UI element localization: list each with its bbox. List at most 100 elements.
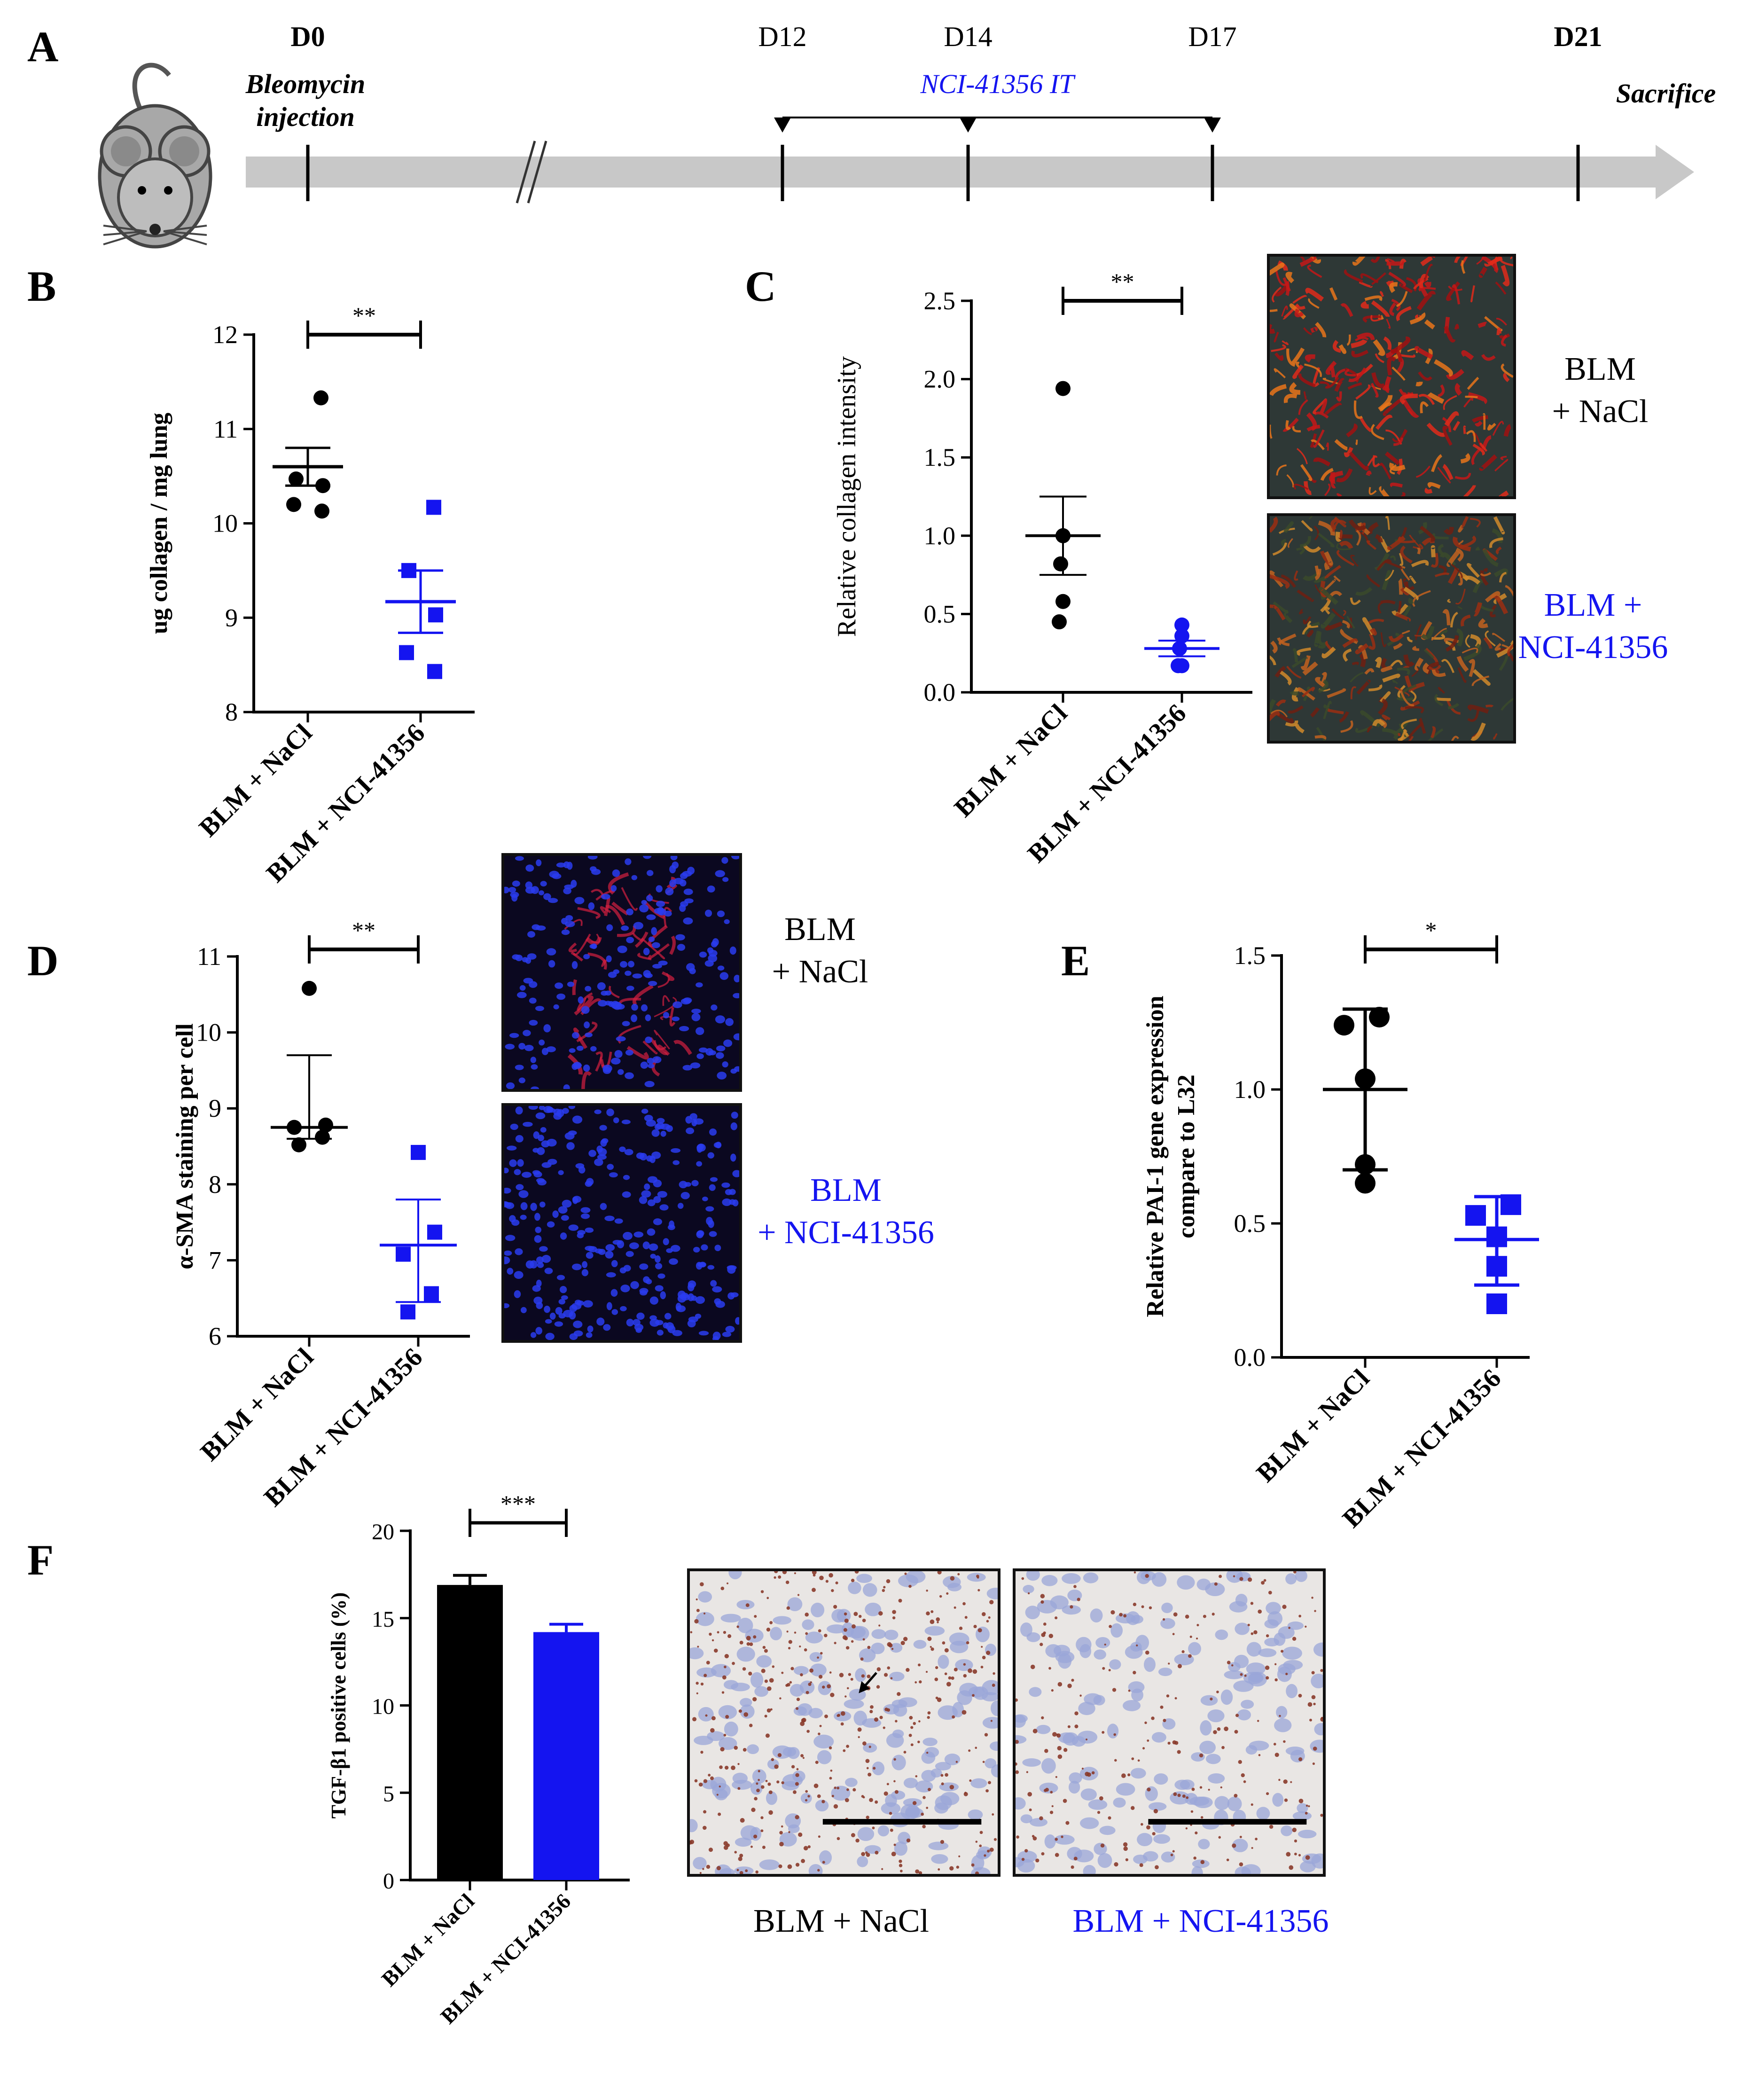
texture-mark <box>1313 1642 1323 1657</box>
texture-mark <box>1270 570 1284 588</box>
texture-mark <box>714 1245 721 1252</box>
texture-mark <box>1457 606 1462 610</box>
texture-mark <box>1102 1731 1105 1734</box>
texture-mark <box>1048 1633 1054 1638</box>
texture-mark <box>632 984 654 1006</box>
texture-mark <box>1251 1632 1254 1635</box>
texture-mark <box>573 1330 583 1337</box>
texture-mark <box>975 1747 977 1749</box>
y-tick-label: 12 <box>212 321 238 349</box>
texture-mark <box>883 1726 885 1729</box>
texture-mark <box>866 1816 869 1819</box>
texture-mark <box>844 1618 849 1623</box>
texture-mark <box>697 1646 699 1648</box>
texture-mark <box>1480 570 1489 586</box>
texture-mark <box>1051 1805 1054 1807</box>
texture-mark <box>951 1676 954 1680</box>
texture-mark <box>587 856 598 860</box>
timeline-day-label: D14 <box>944 21 992 52</box>
texture-mark <box>730 1153 736 1162</box>
texture-mark <box>585 1246 594 1251</box>
texture-mark <box>1041 1575 1058 1586</box>
texture-mark <box>1350 597 1361 605</box>
y-tick-label: 2.0 <box>924 365 956 393</box>
texture-mark <box>779 1697 782 1700</box>
texture-mark <box>716 1052 724 1059</box>
texture-mark <box>1454 383 1462 396</box>
texture-mark <box>622 1191 631 1198</box>
texture-mark <box>709 1128 717 1136</box>
texture-mark <box>1468 392 1487 404</box>
texture-mark <box>1122 1700 1141 1711</box>
texture-mark <box>650 1254 656 1259</box>
texture-mark <box>762 1646 766 1649</box>
texture-mark <box>1216 1690 1219 1693</box>
texture-mark <box>573 1027 587 1049</box>
texture-mark <box>1088 1799 1108 1810</box>
y-tick-label: 5 <box>383 1781 394 1806</box>
texture-mark <box>891 1648 894 1650</box>
texture-mark <box>765 1733 770 1738</box>
texture-mark <box>1398 578 1403 595</box>
texture-mark <box>574 1300 582 1305</box>
texture-mark <box>1285 420 1291 430</box>
texture-mark <box>975 1626 990 1643</box>
texture-mark <box>1198 1839 1210 1849</box>
texture-mark <box>800 1793 812 1804</box>
texture-mark <box>620 961 628 968</box>
texture-mark <box>887 1666 891 1670</box>
data-point <box>1486 1256 1507 1277</box>
texture-mark <box>1144 1657 1156 1672</box>
texture-mark <box>1160 1618 1175 1629</box>
timeline-day-label: D21 <box>1554 21 1602 52</box>
texture-mark <box>766 1597 769 1599</box>
texture-mark <box>710 1280 717 1287</box>
texture-mark <box>1177 1750 1181 1754</box>
texture-mark <box>800 1673 803 1677</box>
texture-mark <box>1418 371 1432 381</box>
texture-mark <box>649 1243 658 1251</box>
texture-mark <box>672 1330 682 1336</box>
texture-mark <box>1137 1833 1153 1847</box>
texture-mark <box>600 1056 605 1068</box>
texture-mark <box>848 1673 852 1676</box>
texture-mark <box>657 907 664 915</box>
texture-mark <box>606 1272 616 1277</box>
texture-mark <box>1349 451 1369 471</box>
texture-mark <box>1232 1843 1236 1848</box>
texture-mark <box>1040 1643 1043 1646</box>
texture-mark <box>831 1786 851 1801</box>
texture-mark <box>986 1620 989 1623</box>
texture-mark <box>649 1318 660 1327</box>
texture-mark <box>1503 424 1512 437</box>
data-point <box>1355 1154 1376 1175</box>
texture-mark <box>1050 1791 1053 1794</box>
texture-mark <box>734 1066 739 1072</box>
texture-mark <box>725 1325 735 1333</box>
texture-mark <box>708 1848 713 1852</box>
texture-mark <box>1308 298 1320 309</box>
texture-mark <box>844 1612 847 1616</box>
texture-mark <box>859 1681 870 1693</box>
texture-mark <box>552 873 562 879</box>
texture-mark <box>1275 699 1286 707</box>
texture-mark <box>639 1263 649 1270</box>
texture-mark <box>1455 588 1466 605</box>
texture-mark <box>717 965 725 971</box>
texture-mark <box>841 1622 854 1638</box>
texture-mark <box>1423 264 1433 282</box>
texture-mark <box>1372 455 1380 467</box>
texture-mark <box>709 1632 712 1636</box>
texture-mark <box>711 1639 714 1642</box>
texture-mark <box>594 1158 603 1166</box>
texture-mark <box>1355 439 1358 445</box>
texture-mark <box>738 1709 742 1713</box>
texture-mark <box>963 1792 968 1796</box>
texture-mark <box>1029 1687 1042 1697</box>
texture-mark <box>819 1575 824 1580</box>
data-point <box>424 1286 439 1301</box>
texture-mark <box>878 1611 883 1616</box>
texture-mark <box>725 1715 729 1719</box>
texture-mark <box>1131 1757 1134 1760</box>
